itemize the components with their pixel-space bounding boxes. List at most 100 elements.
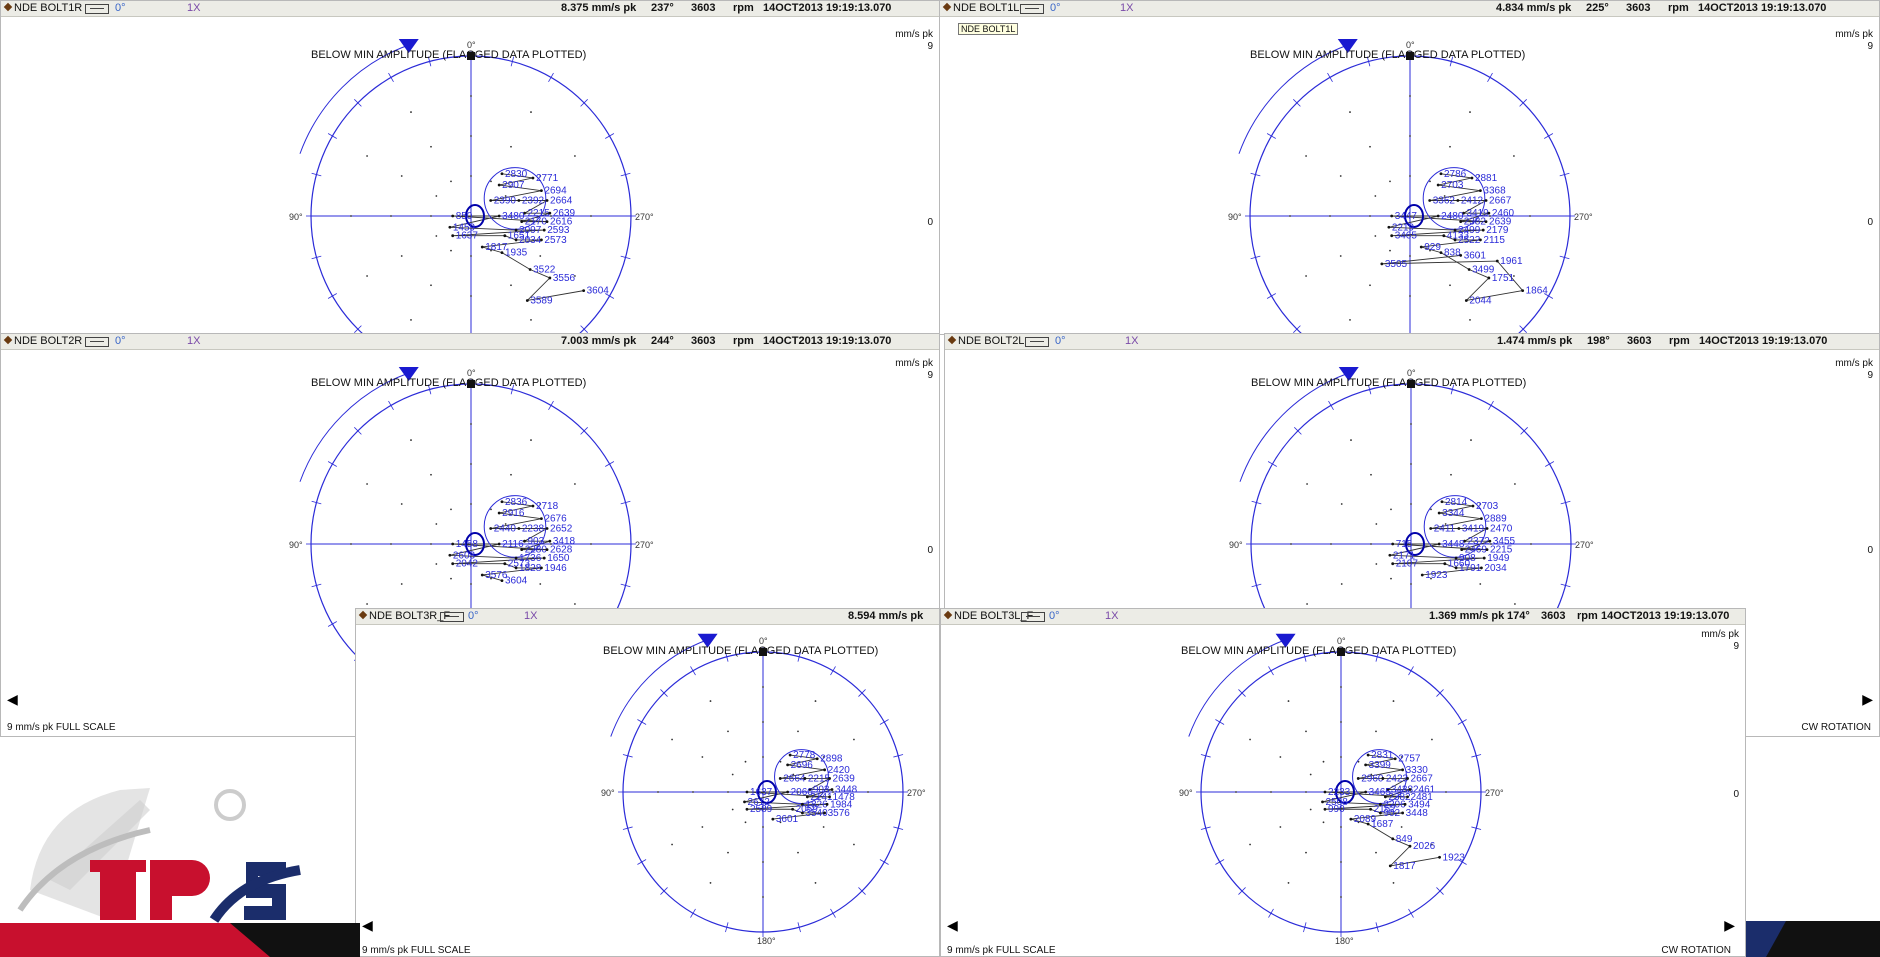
rpm-point-label: 849	[1396, 834, 1413, 845]
orbit-point	[1453, 238, 1457, 242]
panel-header: NDE BOLT1L 0° 1X 4.834 mm/s pk 225° 3603…	[940, 1, 1879, 17]
ring-tick	[1268, 908, 1274, 918]
ring-tick	[327, 293, 337, 299]
grid-dot	[510, 145, 512, 148]
orbit-point	[1366, 822, 1370, 826]
channel-name[interactable]: NDE BOLT2L	[949, 334, 1024, 349]
orbit-point	[1438, 855, 1441, 859]
channel-name[interactable]: NDE BOLT1L	[944, 1, 1019, 16]
order-label: 1X	[1105, 610, 1119, 622]
grid-dot	[762, 896, 764, 898]
scroll-left-arrow[interactable]: ◀	[947, 917, 958, 933]
ring-tick	[1520, 427, 1528, 435]
ring-tick	[797, 651, 801, 662]
rpm-point-label: 3556	[553, 273, 576, 284]
grid-dot	[1469, 319, 1471, 321]
panel-nde-bolt3l[interactable]: NDE BOLT3L_F 0° 1X 1.369 mm/s pk 174° 36…	[940, 608, 1746, 957]
scroll-left-arrow[interactable]: ◀	[7, 691, 18, 707]
grid-dot	[1305, 730, 1307, 733]
ref-angle: 0°	[115, 2, 126, 14]
orbit-point	[451, 234, 455, 238]
orbit-point	[531, 504, 535, 508]
angle-label-right: 270°	[1574, 212, 1593, 222]
rpm-point-label: 2573	[508, 559, 531, 570]
rpm-point-label: 2116	[502, 539, 524, 550]
channel-name[interactable]: NDE BOLT3L_F	[945, 609, 1033, 624]
scroll-left-arrow[interactable]: ◀	[362, 917, 373, 933]
filter-icon[interactable]	[85, 4, 109, 14]
grid-dot	[490, 180, 492, 183]
rpm-point-label: 3576	[485, 570, 508, 581]
channel-name[interactable]: NDE BOLT1R	[5, 1, 82, 16]
polar-plot: 0° 90° 270° 180° BELOW MIN AMPLITUDE (FLAGGE…	[601, 633, 926, 946]
ring-tick	[1560, 500, 1571, 505]
rpm-point-label: 3448	[1442, 539, 1465, 550]
grid-dot	[1375, 563, 1378, 565]
filter-icon[interactable]	[1020, 4, 1044, 14]
rpm-label: rpm	[1577, 610, 1598, 622]
rotation-arc	[610, 639, 708, 737]
grid-dot	[727, 791, 729, 793]
grid-dot	[430, 215, 432, 217]
ring-tick	[1436, 887, 1444, 895]
orbit-point	[1323, 807, 1327, 811]
orbit-point	[540, 517, 543, 521]
scroll-right-arrow[interactable]: ▶	[1724, 917, 1735, 933]
zero-marker	[467, 380, 475, 388]
ring-tick	[690, 908, 696, 918]
grid-dot	[744, 760, 747, 763]
orbit-point	[1364, 790, 1368, 794]
amplitude: 8.594 mm/s pk	[848, 610, 924, 622]
rpm-point-label: 2898	[820, 754, 843, 765]
ring-tick	[622, 754, 633, 758]
grid-dot	[1339, 175, 1342, 177]
below-min-note: BELOW MIN AMPLITUDE (FLAGGED DATA PLOTTE…	[1181, 645, 1456, 657]
panel-nde-bolt1r[interactable]: NDE BOLT1R 0° 1X 8.375 mm/s pk 237° 3603…	[0, 0, 940, 335]
channel-name[interactable]: NDE BOLT2R	[5, 334, 82, 349]
full-scale-label: 9 mm/s pk FULL SCALE	[362, 945, 471, 956]
rpm-point-label: 3499	[1472, 265, 1495, 276]
filter-icon[interactable]	[440, 612, 464, 622]
orbit-point	[1482, 556, 1486, 560]
phase-angle: 225°	[1586, 2, 1609, 14]
grid-dot	[1400, 756, 1403, 758]
filter-icon[interactable]	[1021, 612, 1045, 622]
order-label: 1X	[187, 2, 201, 14]
grid-dot	[366, 603, 368, 605]
rpm-point-label: 2639	[1489, 217, 1512, 228]
timestamp: 14OCT2013 19:19:13.070	[1698, 2, 1827, 14]
orbit-point	[788, 753, 792, 757]
rpm-point-label: 2280	[525, 545, 548, 556]
panel-nde-bolt1l[interactable]: NDE BOLT1L 0° 1X 4.834 mm/s pk 225° 3603…	[939, 0, 1880, 335]
grid-dot	[539, 583, 542, 585]
rotation-arc	[1188, 639, 1286, 737]
panel-nde-bolt3r[interactable]: NDE BOLT3R_F 0° 1X 8.594 mm/s pk ◀ 9 mm/…	[355, 608, 940, 957]
grid-dot	[410, 439, 412, 441]
filter-icon[interactable]	[85, 337, 109, 347]
channel-name[interactable]: NDE BOLT3R_F	[360, 609, 450, 624]
filter-icon[interactable]	[1025, 337, 1049, 347]
angle-label-right: 270°	[635, 212, 654, 222]
orbit-point	[1471, 504, 1475, 508]
scale-zero: 0	[927, 545, 933, 556]
ring-tick	[580, 427, 588, 435]
grid-dot	[1340, 826, 1342, 828]
rpm-point-label: 2836	[505, 497, 528, 508]
rpm-point-label: 2718	[536, 501, 559, 512]
scroll-right-arrow[interactable]: ▶	[1862, 691, 1873, 707]
orbit-point	[786, 763, 790, 767]
ring-tick	[1238, 887, 1246, 895]
grid-dot	[400, 175, 403, 177]
ring-tick	[605, 461, 615, 467]
rotation-arc	[1239, 372, 1349, 482]
grid-dot	[1410, 791, 1412, 793]
grid-dot	[1490, 543, 1492, 545]
polar-plot: 0° 90° 270° 180° BELOW MIN AMPLITUDE (FLAGGE…	[1179, 633, 1504, 946]
orbit-point	[1323, 790, 1327, 794]
angle-label-right: 270°	[635, 540, 654, 550]
grid-dot	[574, 603, 576, 605]
orbit-point	[1386, 788, 1390, 791]
orbit-point	[1443, 562, 1447, 566]
rotation-arc	[1238, 44, 1348, 154]
rpm-point-label: 3522	[533, 265, 556, 276]
